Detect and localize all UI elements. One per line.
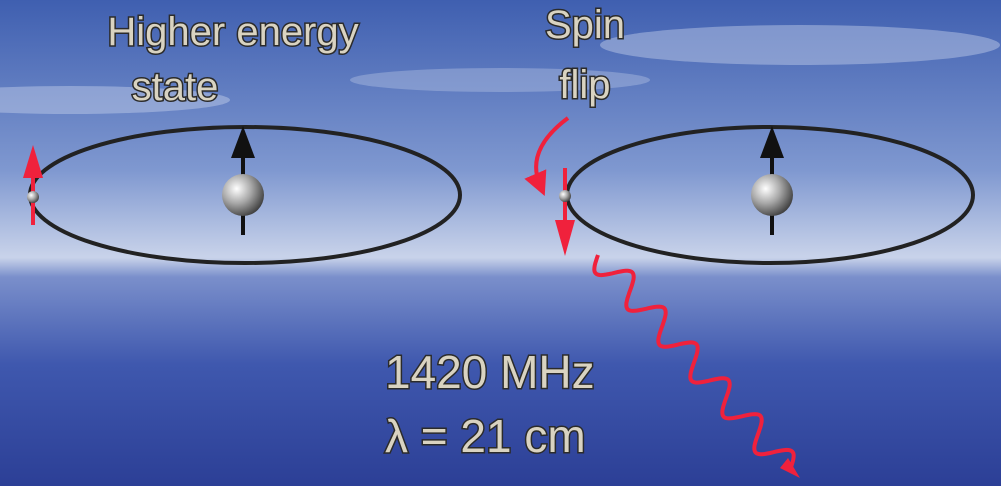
label: 1420 MHz (385, 346, 595, 398)
label: λ = 21 cm (385, 410, 586, 462)
label: Spin (545, 3, 625, 47)
proton (222, 174, 264, 216)
diagram: Higher energy state Spin flip 1420 MHz λ… (0, 0, 1001, 486)
label: Higher energy (107, 10, 358, 54)
electron (559, 190, 571, 202)
page: Higher energy state Spin flip 1420 MHz λ… (0, 0, 1001, 486)
proton (751, 174, 793, 216)
label: flip (559, 63, 610, 107)
cloud (600, 25, 1000, 65)
label: state (132, 65, 219, 109)
electron (27, 191, 39, 203)
